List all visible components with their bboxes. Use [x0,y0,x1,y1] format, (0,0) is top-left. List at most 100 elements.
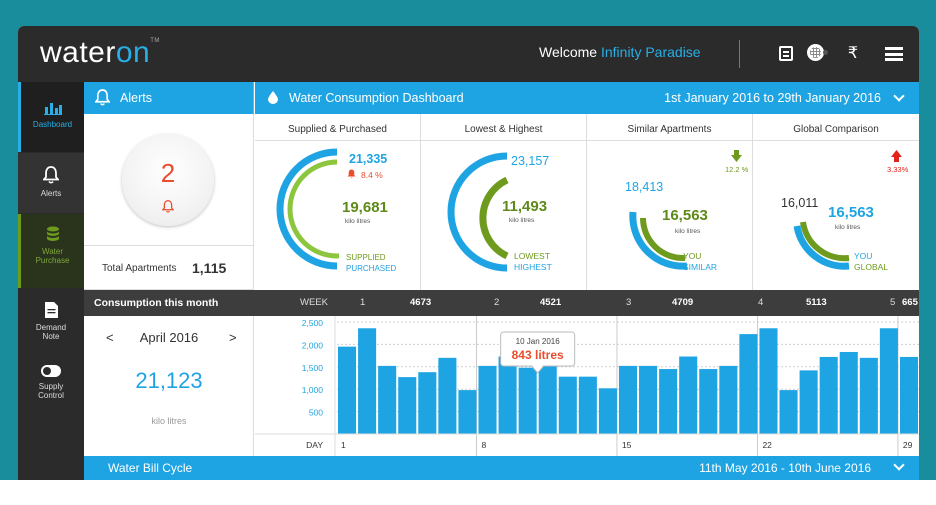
bar [578,376,597,434]
gauge-legend-1: YOU [683,251,702,261]
globe-icon[interactable] [807,44,828,64]
week-item[interactable]: 2 4521 [494,297,562,308]
week-item[interactable]: 3 4709 [626,297,694,308]
gauge-title: Global Comparison [753,114,919,141]
document-icon[interactable] [779,46,793,61]
consumption-header: Consumption this month WEEK 1 4673 2 4521 … [84,290,919,316]
x-tick-label: 29 [903,440,913,450]
sidebar-item-label: Alerts [40,189,62,198]
bar [799,370,818,434]
rupee-icon[interactable]: ₹ [847,43,859,62]
water-drop-icon [268,91,278,104]
gauge-unit: kilo litres [835,224,861,231]
header-divider [739,40,740,68]
week-item[interactable]: 1 4673 [360,297,432,308]
bar [558,376,577,434]
x-tick-label: 1 [341,440,346,450]
bar [759,328,778,434]
week-label: WEEK [300,297,328,308]
gauge-top-value: 23,157 [511,154,550,168]
y-tick-label: 500 [309,408,323,418]
week-item[interactable]: 4 5113 [758,297,827,308]
bill-cycle-title: Water Bill Cycle [108,461,193,475]
gauge-arcs [447,152,509,272]
bar [358,328,377,434]
gauge-similar-apartments[interactable]: Similar Apartments 12.2 % 18,413 16,563 … [587,114,753,290]
tooltip-pointer-mask [532,364,543,367]
bar [739,334,758,434]
month-consumption-unit: kilo litres [151,416,187,426]
bar [338,346,357,434]
bar [899,356,918,434]
consumption-title: Consumption this month [94,297,219,309]
sidebar-item-label: Water Purchase [35,247,70,265]
dashboard-title: Water Consumption Dashboard [289,91,464,105]
bill-cycle-range: 11th May 2016 - 10th June 2016 [699,461,871,475]
bar [438,357,457,434]
prev-month-button[interactable]: < [106,330,114,345]
sidebar-item-alerts[interactable]: Alerts [18,153,84,213]
sidebar-item-water-purchase[interactable]: Water Purchase [18,214,84,288]
bell-icon [347,169,356,179]
x-tick-label: 22 [762,440,772,450]
bell-icon [95,89,110,106]
gauge-lowest-highest[interactable]: Lowest & Highest 23,157 11,493 kilo litr… [421,114,587,290]
bar [418,372,437,434]
bell-icon [43,166,59,184]
bar [618,365,638,434]
alert-count-button[interactable]: 2 [122,134,214,226]
chevron-down-icon[interactable] [893,90,905,102]
dashboard-header[interactable]: Water Consumption Dashboard 1st January … [255,82,919,114]
bar [719,365,738,434]
month-panel: < April 2016 > 21,123 kilo litres [84,316,254,456]
sidebar-item-demand-note[interactable]: Demand Note [18,289,84,349]
document-icon [44,302,58,318]
y-tick-label: 2,500 [302,318,324,328]
arrow-down-icon [731,150,742,162]
gauge-legend-2: PURCHASED [346,264,397,273]
alerts-header: Alerts [84,82,254,114]
bar-chart-icon [43,103,62,115]
sidebar-item-supply-control[interactable]: Supply Control [18,352,84,412]
sidebar-item-label: Dashboard [32,120,73,129]
chevron-down-icon[interactable] [893,459,905,471]
gauge-pct: 12.2 % [725,165,749,174]
app-window: wateronTM Welcome Infinity Paradise ₹ Da… [18,26,919,480]
gauge-top-value: 16,011 [781,196,819,210]
gauge-top-value: 18,413 [625,180,664,194]
next-month-button[interactable]: > [229,330,237,345]
welcome-text: Welcome Infinity Paradise [539,44,701,60]
bar [639,365,658,434]
bar [478,365,497,434]
month-label: April 2016 [139,330,199,345]
gauge-legend-1: YOU [854,251,873,261]
gauge-top-value: 21,335 [349,152,388,166]
bar [458,390,477,434]
sidebar-item-dashboard[interactable]: Dashboard [18,82,84,152]
hamburger-menu-icon[interactable] [885,47,903,61]
total-apartments-label: Total Apartments [102,263,177,274]
x-axis-label: DAY [306,440,323,450]
gauge-arcs [276,148,339,270]
gauge-legend-1: SUPPLIED [346,253,386,262]
bar [879,328,898,434]
y-axis-panel [255,316,335,456]
gauge-global-comparison[interactable]: Global Comparison 3.33% 16,011 16,563 ki… [753,114,919,290]
week-item[interactable]: 5 665 [890,297,918,308]
gauge-pct: 3.33% [887,165,909,174]
gauge-arcs [793,221,850,270]
water-bill-cycle-header[interactable]: Water Bill Cycle 11th May 2016 - 10th Ju… [84,456,919,480]
chart-svg: 2,500 2,000 1,500 1,000 500 DAY 1 8 15 22 29 10 Jan… [255,316,919,456]
gauge-main-value: 19,681 [342,199,388,216]
bar [819,356,838,434]
x-tick-label: 8 [481,440,486,450]
gauge-legend-2: HIGHEST [514,262,552,272]
gauge-title: Similar Apartments [587,114,752,141]
gauge-supplied-purchased[interactable]: Supplied & Purchased 21,335 8.4 % 19,681… [255,114,421,290]
total-apartments-value: 1,115 [192,260,227,276]
tooltip-value: 843 litres [512,348,564,362]
bar [398,377,417,434]
bar [659,369,678,434]
gauge-unit: kilo litres [675,228,701,235]
total-apartments-row: Total Apartments 1,115 [84,245,254,290]
